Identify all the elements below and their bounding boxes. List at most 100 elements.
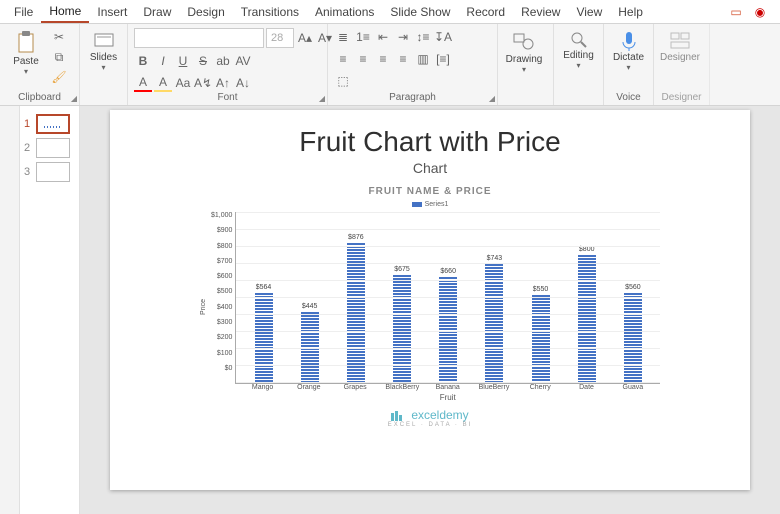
clear-format-icon[interactable]: A↯ [194,74,212,92]
justify-icon[interactable]: ≡ [394,50,412,68]
ribbon-tabs: File Home Insert Draw Design Transitions… [0,0,780,24]
bar-date: $800 [571,246,603,383]
tab-insert[interactable]: Insert [89,2,135,22]
tab-transitions[interactable]: Transitions [233,2,307,22]
tab-home[interactable]: Home [41,1,89,23]
charspace-icon[interactable]: AV [234,52,252,70]
x-axis-label: Fruit [235,393,660,402]
chart-plot: $564$445$876$675$660$743$550$800$560 [235,212,660,384]
chart-title: FRUIT NAME & PRICE [369,186,492,197]
thumb-number: 3 [24,166,32,178]
tab-record[interactable]: Record [458,2,513,22]
editing-icon [569,30,589,50]
tab-animations[interactable]: Animations [307,2,382,22]
record-icon[interactable]: ◉ [750,3,770,21]
font-color-icon[interactable]: A [134,74,152,92]
thumbnail-3[interactable]: 3 [20,160,79,184]
group-drawing: Drawing ▾ [498,24,554,105]
shrink-font-icon[interactable]: A↓ [234,74,252,92]
bullets-icon[interactable]: ≣ [334,28,352,46]
dictate-button[interactable]: Dictate ▾ [610,28,647,74]
dialog-launcher-icon[interactable]: ◢ [319,94,325,103]
paste-button[interactable]: Paste ▾ [6,28,46,78]
align-right-icon[interactable]: ≡ [374,50,392,68]
bar-value-label: $564 [256,284,272,291]
paragraph-group-label: Paragraph [334,92,491,105]
format-painter-icon[interactable]: 🖌 [50,68,68,86]
highlight-icon[interactable]: A [154,74,172,92]
bar-value-label: $660 [440,268,456,275]
paste-icon [15,30,37,56]
y-axis-label: Price [200,299,207,315]
voice-group-label: Voice [610,92,647,105]
line-spacing-icon[interactable]: ↕≡ [414,28,432,46]
bold-icon[interactable]: B [134,52,152,70]
strike-icon[interactable]: S [194,52,212,70]
slide[interactable]: Fruit Chart with Price Chart FRUIT NAME … [110,110,750,490]
dialog-launcher-icon[interactable]: ◢ [71,94,77,103]
bar [301,312,319,383]
bar-value-label: $876 [348,234,364,241]
thumb-number: 2 [24,142,32,154]
main-area: 1 2 3 Fruit Chart with Price Chart FRUIT… [0,106,780,514]
italic-icon[interactable]: I [154,52,172,70]
font-group-label: Font [134,92,321,105]
bar [578,255,596,383]
drawing-icon [512,30,536,54]
designer-label: Designer [660,52,700,63]
bar-mango: $564 [248,284,280,383]
left-rail [0,106,20,514]
x-tick-label: BlueBerry [478,384,510,391]
drawing-button[interactable]: Drawing ▾ [504,28,544,76]
columns-icon[interactable]: ▥ [414,50,432,68]
tab-view[interactable]: View [568,2,610,22]
bar-banana: $660 [432,268,464,383]
tab-design[interactable]: Design [179,2,232,22]
tab-file[interactable]: File [6,2,41,22]
slides-icon [93,30,115,52]
font-name-input[interactable] [134,28,264,48]
text-dir-icon[interactable]: ↧A [434,28,452,46]
align-center-icon[interactable]: ≡ [354,50,372,68]
grow-font-icon[interactable]: A↑ [214,74,232,92]
dialog-launcher-icon[interactable]: ◢ [489,94,495,103]
chevron-down-icon: ▾ [522,65,526,74]
align-text-icon[interactable]: [≡] [434,50,452,68]
bar-value-label: $800 [579,246,595,253]
x-tick-label: Grapes [339,384,371,391]
tab-slideshow[interactable]: Slide Show [382,2,458,22]
y-axis: $1,000$900$800$700$600$500$400$300$200$1… [211,212,235,372]
designer-button[interactable]: Designer [660,28,700,65]
cut-icon[interactable]: ✂ [50,28,68,46]
thumbnail-2[interactable]: 2 [20,136,79,160]
bar [532,295,550,383]
tab-help[interactable]: Help [610,2,651,22]
copy-icon[interactable]: ⧉ [50,48,68,66]
indent-inc-icon[interactable]: ⇥ [394,28,412,46]
drawing-label: Drawing [506,54,543,65]
align-left-icon[interactable]: ≡ [334,50,352,68]
numbering-icon[interactable]: 1≡ [354,28,372,46]
watermark: exceldemy EXCEL · DATA · BI [388,408,473,428]
smartart-icon[interactable]: ⬚ [334,72,352,90]
bar-value-label: $560 [625,284,641,291]
slides-button[interactable]: Slides ▾ [86,28,121,74]
x-tick-label: Banana [432,384,464,391]
editing-button[interactable]: Editing ▾ [560,28,597,72]
tab-review[interactable]: Review [513,2,568,22]
x-tick-label: Orange [293,384,325,391]
font-size-input[interactable] [266,28,294,48]
thumbnail-1[interactable]: 1 [20,112,79,136]
underline-icon[interactable]: U [174,52,192,70]
thumbnail-panel: 1 2 3 [20,106,80,514]
comment-icon[interactable]: ▭ [726,3,746,21]
group-clipboard: Paste ▾ ✂ ⧉ 🖌 Clipboard ◢ [0,24,80,105]
watermark-icon [391,409,407,421]
indent-dec-icon[interactable]: ⇤ [374,28,392,46]
tab-draw[interactable]: Draw [135,2,179,22]
slides-label: Slides [90,52,117,63]
increase-font-icon[interactable]: A▴ [296,29,314,47]
chevron-down-icon: ▾ [24,67,28,76]
change-case-icon[interactable]: Aa [174,74,192,92]
shadow-icon[interactable]: ab [214,52,232,70]
